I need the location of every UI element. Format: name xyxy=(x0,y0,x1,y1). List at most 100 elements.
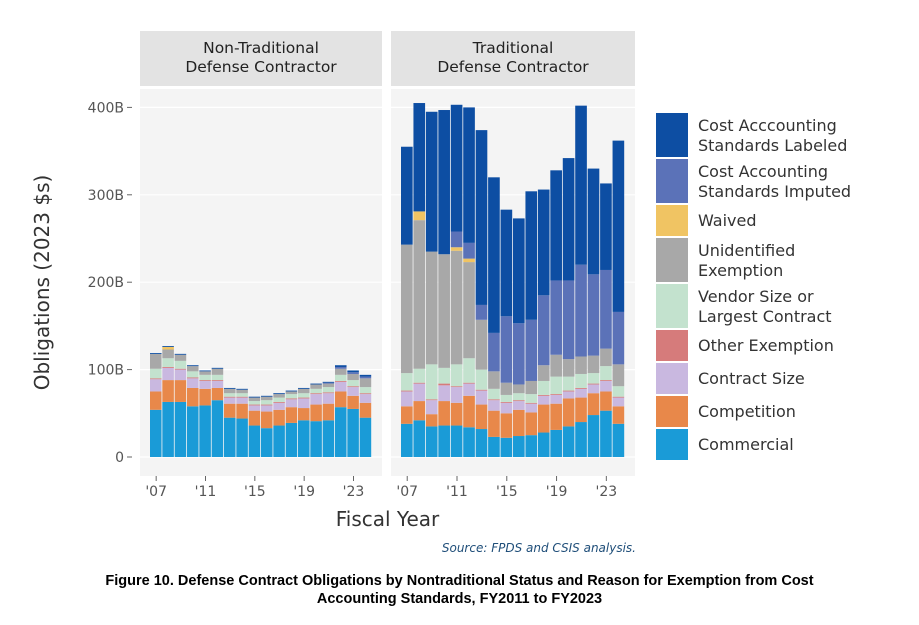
bar-segment-vendor_size xyxy=(322,387,335,393)
bar-segment-other_exemption xyxy=(537,394,550,396)
bar-segment-commercial xyxy=(450,425,463,457)
bar-segment-commercial xyxy=(413,420,426,457)
bar-segment-commercial xyxy=(187,406,199,457)
bar-segment-unidentified xyxy=(261,396,273,401)
bar-segment-commercial xyxy=(273,425,285,457)
bar-segment-vendor_size xyxy=(513,393,525,401)
bar-segment-cas_labeled xyxy=(224,387,236,389)
bar-segment-commercial xyxy=(488,436,500,457)
bar-segment-vendor_size xyxy=(162,358,174,367)
bar-segment-other_exemption xyxy=(525,402,538,404)
bar-segment-competition xyxy=(273,409,285,426)
bar-segment-competition xyxy=(488,410,500,437)
bar-segment-contract_size xyxy=(450,387,463,403)
bar-segment-commercial xyxy=(211,400,224,457)
bar-segment-unidentified xyxy=(236,389,248,394)
bar-segment-commercial xyxy=(587,415,600,457)
bar-segment-vendor_size xyxy=(450,364,463,387)
bar-segment-cas_imputed xyxy=(488,332,500,372)
bar-segment-contract_size xyxy=(335,381,347,392)
bar-segment-other_exemption xyxy=(488,399,500,401)
bar-segment-contract_size xyxy=(310,394,322,405)
bar-segment-unidentified xyxy=(587,355,600,374)
bar-segment-other_exemption xyxy=(475,389,488,391)
bar-segment-competition xyxy=(298,408,310,421)
bar-segment-other_exemption xyxy=(310,393,322,395)
bar-segment-contract_size xyxy=(174,369,187,381)
bar-segment-unidentified xyxy=(211,368,224,375)
bar-segment-commercial xyxy=(612,423,625,457)
bar-segment-contract_size xyxy=(211,380,224,388)
legend-label: Standards Labeled xyxy=(698,136,847,155)
y-tick-label: 0 xyxy=(115,450,124,466)
bar-segment-other_exemption xyxy=(211,380,224,381)
legend-label: Cost Accounting xyxy=(698,162,828,181)
bar-segment-other_exemption xyxy=(224,396,236,398)
bar-segment-unidentified xyxy=(199,371,211,375)
bar-segment-commercial xyxy=(150,409,162,457)
bar-segment-vendor_size xyxy=(347,380,359,387)
bar-segment-contract_size xyxy=(261,405,273,412)
bar-segment-contract_size xyxy=(562,391,575,399)
bar-segment-cas_labeled xyxy=(187,365,199,367)
bar-segment-contract_size xyxy=(285,399,298,408)
bar-segment-contract_size xyxy=(199,380,211,389)
legend-label: Largest Contract xyxy=(698,307,832,326)
bar-segment-other_exemption xyxy=(174,368,187,370)
bar-segment-contract_size xyxy=(550,394,562,404)
x-tick-label: '07 xyxy=(145,484,167,500)
bar-segment-unidentified xyxy=(174,354,187,361)
bar-segment-competition xyxy=(525,412,538,436)
bar-segment-vendor_size xyxy=(187,371,199,378)
bar-segment-cas_labeled xyxy=(273,393,285,395)
bar-segment-vendor_size xyxy=(612,386,625,397)
bar-segment-vendor_size xyxy=(335,374,347,381)
bar-segment-contract_size xyxy=(463,383,475,396)
bar-segment-contract_size xyxy=(587,384,600,394)
legend-label: Vendor Size or xyxy=(698,287,814,306)
bar-segment-contract_size xyxy=(425,400,438,415)
bar-segment-competition xyxy=(322,403,335,421)
bar-segment-cas_imputed xyxy=(562,280,575,360)
legend-swatch-cas_labeled xyxy=(656,113,688,157)
bar-segment-cas_labeled xyxy=(525,191,538,320)
bar-segment-contract_size xyxy=(513,401,525,410)
bar-segment-cas_labeled xyxy=(537,189,550,296)
bar-segment-competition xyxy=(285,407,298,423)
x-tick-label: '07 xyxy=(396,484,418,500)
bar-segment-vendor_size xyxy=(248,401,261,405)
bar-segment-unidentified xyxy=(438,254,450,368)
legend-label: Competition xyxy=(698,402,796,421)
legend-swatch-waived xyxy=(656,205,688,236)
bar-segment-vendor_size xyxy=(550,376,562,395)
y-tick-label: 100B xyxy=(88,363,124,379)
bar-segment-competition xyxy=(401,406,413,424)
bar-segment-waived xyxy=(162,346,174,350)
facet-title-line: Defense Contractor xyxy=(185,58,337,76)
bar-segment-waived xyxy=(450,247,463,251)
bar-segment-vendor_size xyxy=(310,388,322,394)
bar-segment-competition xyxy=(150,391,162,410)
bar-segment-other_exemption xyxy=(450,386,463,388)
x-tick-label: '19 xyxy=(546,484,568,500)
bar-segment-vendor_size xyxy=(525,394,538,403)
bar-segment-commercial xyxy=(562,426,575,457)
bar-segment-commercial xyxy=(500,437,513,457)
bar-segment-contract_size xyxy=(150,379,162,392)
bar-segment-unidentified xyxy=(335,368,347,375)
bar-segment-cas_labeled xyxy=(413,103,426,212)
figure-caption: Figure 10. Defense Contract Obligations … xyxy=(0,572,919,608)
bar-segment-cas_imputed xyxy=(525,319,538,381)
bar-segment-other_exemption xyxy=(298,397,310,399)
bar-segment-commercial xyxy=(224,417,236,457)
bar-segment-vendor_size xyxy=(285,394,298,399)
bar-segment-vendor_size xyxy=(600,366,612,381)
bar-segment-commercial xyxy=(425,426,438,457)
bar-segment-vendor_size xyxy=(425,364,438,400)
bar-segment-cas_labeled xyxy=(359,374,372,377)
bar-segment-commercial xyxy=(310,421,322,457)
bar-segment-contract_size xyxy=(248,405,261,411)
bar-segment-competition xyxy=(425,414,438,427)
bar-segment-other_exemption xyxy=(575,387,587,389)
bar-segment-cas_labeled xyxy=(248,396,261,398)
